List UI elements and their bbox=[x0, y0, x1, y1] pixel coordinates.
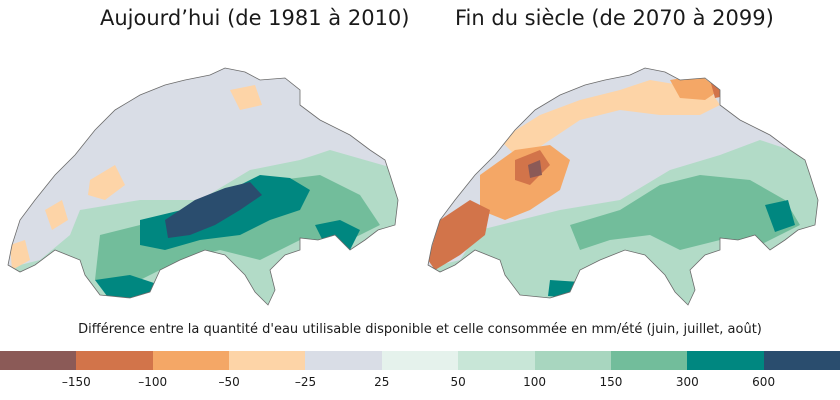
legend-swatch bbox=[381, 351, 459, 370]
legend-tick-label: 300 bbox=[675, 375, 699, 389]
region-fill bbox=[428, 200, 490, 270]
legend-caption: Différence entre la quantité d'eau utili… bbox=[78, 322, 762, 337]
legend-tick-labels: –150 –100 –50 –25 25 50 100 150 300 600 bbox=[0, 375, 840, 395]
region-fill bbox=[10, 240, 30, 270]
legend-tick-label: 150 bbox=[599, 375, 623, 389]
map-title-end-of-century: Fin du siècle (de 2070 à 2099) bbox=[455, 6, 774, 30]
legend-swatch bbox=[763, 351, 840, 370]
map-end-of-century bbox=[427, 67, 819, 306]
legend-tick-label: –100 bbox=[138, 375, 168, 389]
region-fill bbox=[500, 80, 720, 160]
legend-tick-label: –50 bbox=[218, 375, 240, 389]
map-today bbox=[7, 67, 399, 306]
legend-tick-label: 25 bbox=[374, 375, 390, 389]
region-fill bbox=[670, 75, 720, 100]
region-fill bbox=[548, 280, 580, 298]
legend-swatch bbox=[687, 351, 764, 370]
legend-swatch bbox=[458, 351, 535, 370]
map-title-today: Aujourd’hui (de 1981 à 2010) bbox=[100, 6, 410, 30]
legend-tick-label: –25 bbox=[294, 375, 317, 389]
region-fill bbox=[570, 175, 800, 250]
country-outline bbox=[427, 67, 819, 306]
region-fill bbox=[45, 200, 68, 230]
legend-swatch bbox=[152, 351, 230, 370]
legend-swatch bbox=[76, 351, 153, 370]
region-fill bbox=[88, 165, 125, 200]
legend-tick-label: –150 bbox=[61, 375, 91, 389]
legend-swatch bbox=[534, 351, 611, 370]
region-fill bbox=[165, 182, 262, 238]
region-fill bbox=[230, 85, 262, 110]
legend-tick-label: 50 bbox=[450, 375, 466, 389]
legend-swatch bbox=[229, 351, 306, 370]
region-fill bbox=[528, 160, 542, 178]
legend-swatch bbox=[305, 351, 382, 370]
region-fill bbox=[765, 200, 795, 232]
legend-swatch bbox=[0, 351, 77, 370]
legend-tick-label: 100 bbox=[523, 375, 546, 389]
legend-swatch bbox=[610, 351, 688, 370]
legend-tick-label: 600 bbox=[752, 375, 776, 389]
country-outline bbox=[7, 67, 399, 306]
legend-color-bar bbox=[0, 351, 840, 370]
